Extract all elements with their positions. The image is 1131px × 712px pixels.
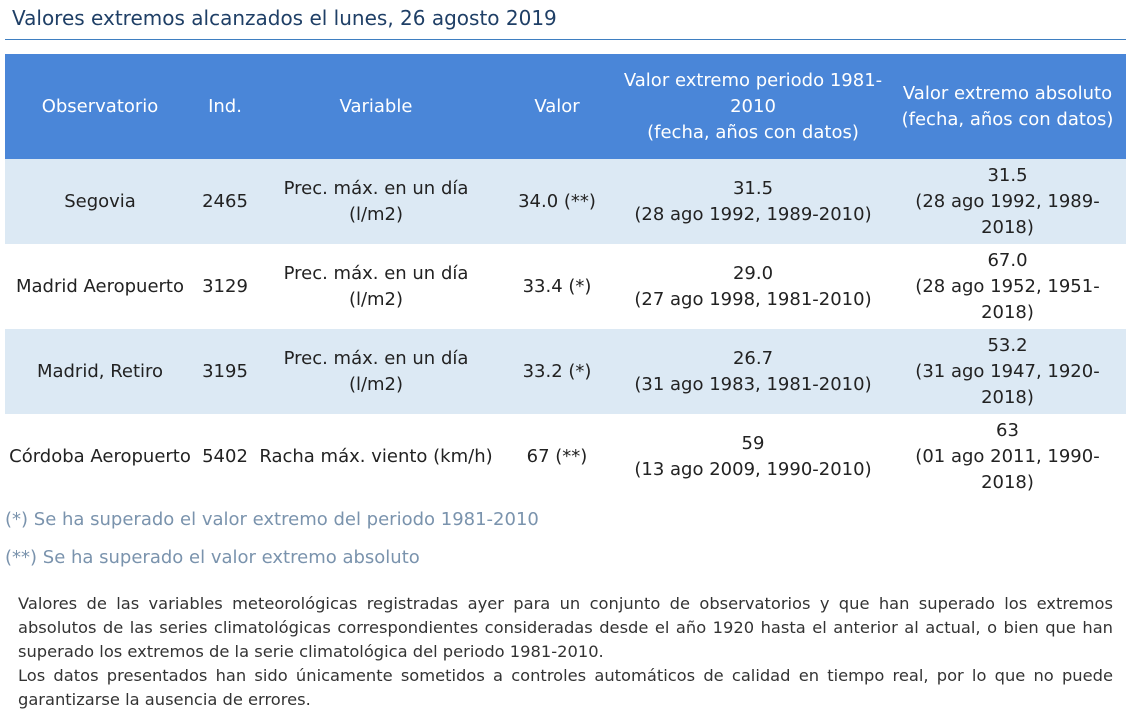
cell-ind: 5402 [195,414,255,499]
title-bar: Valores extremos alcanzados el lunes, 26… [5,0,1126,40]
cell-absoluto: 53.2 (31 ago 1947, 1920-2018) [889,329,1126,414]
cell-variable: Prec. máx. en un día (l/m2) [255,244,497,329]
cell-observatorio: Córdoba Aeropuerto [5,414,195,499]
cell-variable: Racha máx. viento (km/h) [255,414,497,499]
header-periodo: Valor extremo periodo 1981-2010 (fecha, … [617,54,889,159]
table-header-row: Observatorio Ind. Variable Valor Valor e… [5,54,1126,159]
description-text: Valores de las variables meteorológicas … [18,592,1113,712]
description-paragraph: Los datos presentados han sido únicament… [18,666,1113,709]
footnote-period: (*) Se ha superado el valor extremo del … [5,509,539,530]
cell-absoluto: 31.5 (28 ago 1992, 1989-2018) [889,159,1126,244]
cell-absoluto: 63 (01 ago 2011, 1990-2018) [889,414,1126,499]
cell-absoluto-value: 53.2 [987,334,1028,356]
header-valor: Valor [497,54,617,159]
cell-absoluto-value: 67.0 [987,249,1028,271]
extremes-table: Observatorio Ind. Variable Valor Valor e… [5,54,1126,499]
cell-observatorio: Segovia [5,159,195,244]
cell-absoluto-value: 63 [996,419,1019,441]
cell-observatorio: Madrid, Retiro [5,329,195,414]
page-title: Valores extremos alcanzados el lunes, 26… [12,6,557,30]
cell-absoluto-detail: (31 ago 1947, 1920-2018) [915,360,1100,408]
table-row: Córdoba Aeropuerto 5402 Racha máx. vient… [5,414,1126,499]
cell-periodo: 31.5 (28 ago 1992, 1989-2010) [617,159,889,244]
header-ind: Ind. [195,54,255,159]
table-row: Madrid Aeropuerto 3129 Prec. máx. en un … [5,244,1126,329]
cell-periodo: 59 (13 ago 2009, 1990-2010) [617,414,889,499]
cell-periodo-value: 26.7 [732,347,774,369]
cell-periodo: 26.7 (31 ago 1983, 1981-2010) [617,329,889,414]
cell-variable: Prec. máx. en un día (l/m2) [255,159,497,244]
cell-absoluto-detail: (01 ago 2011, 1990-2018) [915,445,1100,493]
cell-periodo-detail: (28 ago 1992, 1989-2010) [634,203,872,225]
cell-absoluto: 67.0 (28 ago 1952, 1951-2018) [889,244,1126,329]
cell-valor: 33.4 (*) [497,244,617,329]
header-variable: Variable [255,54,497,159]
cell-ind: 2465 [195,159,255,244]
cell-ind: 3129 [195,244,255,329]
header-observatorio: Observatorio [5,54,195,159]
header-absoluto-subtitle: (fecha, años con datos) [901,108,1114,130]
cell-valor: 33.2 (*) [497,329,617,414]
cell-absoluto-value: 31.5 [987,164,1028,186]
cell-periodo-value: 31.5 [732,177,774,199]
table-row: Segovia 2465 Prec. máx. en un día (l/m2)… [5,159,1126,244]
description-paragraph: Valores de las variables meteorológicas … [18,594,1113,661]
cell-variable: Prec. máx. en un día (l/m2) [255,329,497,414]
header-absoluto: Valor extremo absoluto (fecha, años con … [889,54,1126,159]
header-absoluto-title: Valor extremo absoluto [902,82,1113,104]
cell-periodo-detail: (13 ago 2009, 1990-2010) [634,458,872,480]
cell-valor: 67 (**) [497,414,617,499]
cell-observatorio: Madrid Aeropuerto [5,244,195,329]
header-periodo-title: Valor extremo periodo 1981-2010 [623,69,883,117]
cell-periodo: 29.0 (27 ago 1998, 1981-2010) [617,244,889,329]
table-row: Madrid, Retiro 3195 Prec. máx. en un día… [5,329,1126,414]
header-periodo-subtitle: (fecha, años con datos) [647,121,859,143]
cell-absoluto-detail: (28 ago 1952, 1951-2018) [915,275,1100,323]
cell-absoluto-detail: (28 ago 1992, 1989-2018) [915,190,1100,238]
cell-periodo-value: 59 [741,432,765,454]
cell-periodo-value: 29.0 [732,262,774,284]
footnote-absolute: (**) Se ha superado el valor extremo abs… [5,547,420,568]
cell-periodo-detail: (27 ago 1998, 1981-2010) [634,288,872,310]
cell-ind: 3195 [195,329,255,414]
cell-valor: 34.0 (**) [497,159,617,244]
cell-periodo-detail: (31 ago 1983, 1981-2010) [634,373,872,395]
